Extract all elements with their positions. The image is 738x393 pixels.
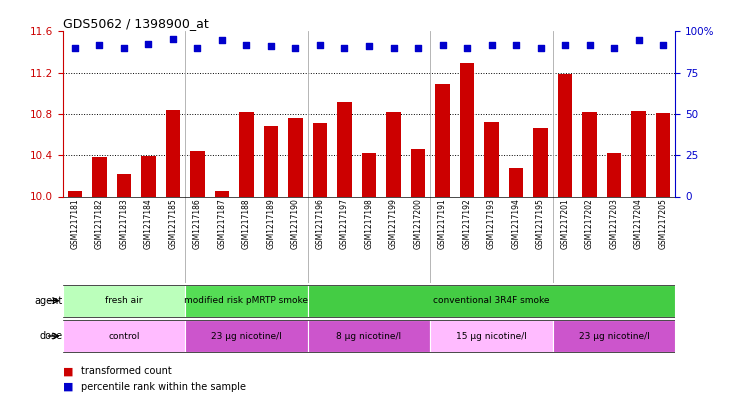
Text: GSM1217191: GSM1217191 bbox=[438, 198, 447, 249]
Point bbox=[534, 45, 546, 51]
Text: ■: ■ bbox=[63, 366, 73, 376]
Bar bbox=[607, 153, 621, 196]
Text: GSM1217181: GSM1217181 bbox=[71, 198, 80, 249]
Point bbox=[412, 45, 424, 51]
Bar bbox=[533, 129, 548, 196]
Text: conventional 3R4F smoke: conventional 3R4F smoke bbox=[433, 296, 550, 305]
Bar bbox=[165, 110, 180, 196]
Bar bbox=[92, 157, 107, 196]
Bar bbox=[337, 101, 352, 196]
Text: GSM1217184: GSM1217184 bbox=[144, 198, 153, 249]
Text: GSM1217195: GSM1217195 bbox=[536, 198, 545, 249]
Bar bbox=[484, 122, 499, 196]
Text: GSM1217192: GSM1217192 bbox=[463, 198, 472, 249]
Point bbox=[363, 43, 375, 49]
Bar bbox=[430, 320, 553, 352]
Bar bbox=[313, 123, 328, 196]
Bar bbox=[582, 112, 597, 196]
Text: GSM1217183: GSM1217183 bbox=[120, 198, 128, 249]
Bar bbox=[263, 127, 278, 196]
Point bbox=[486, 42, 497, 48]
Text: dose: dose bbox=[40, 331, 63, 341]
Point bbox=[632, 37, 644, 43]
Bar bbox=[553, 320, 675, 352]
Bar bbox=[435, 84, 450, 196]
Point bbox=[387, 45, 399, 51]
Point bbox=[94, 42, 106, 48]
Bar bbox=[410, 149, 425, 196]
Bar bbox=[68, 191, 83, 196]
Text: ■: ■ bbox=[63, 382, 73, 392]
Text: GSM1217189: GSM1217189 bbox=[266, 198, 275, 249]
Bar bbox=[288, 118, 303, 196]
Text: GSM1217202: GSM1217202 bbox=[585, 198, 594, 249]
Point bbox=[265, 43, 277, 49]
Text: 23 μg nicotine/l: 23 μg nicotine/l bbox=[211, 332, 282, 340]
Bar bbox=[117, 174, 131, 196]
Point bbox=[559, 42, 571, 48]
Bar bbox=[362, 153, 376, 196]
Text: GSM1217194: GSM1217194 bbox=[511, 198, 520, 249]
Point bbox=[314, 42, 326, 48]
Text: GSM1217201: GSM1217201 bbox=[561, 198, 570, 249]
Text: GDS5062 / 1398900_at: GDS5062 / 1398900_at bbox=[63, 17, 208, 30]
Text: 8 μg nicotine/l: 8 μg nicotine/l bbox=[337, 332, 401, 340]
Point bbox=[510, 42, 522, 48]
Point bbox=[118, 45, 130, 51]
Point bbox=[69, 45, 81, 51]
Bar bbox=[215, 191, 230, 196]
Point bbox=[584, 42, 596, 48]
Bar bbox=[308, 320, 430, 352]
Text: GSM1217196: GSM1217196 bbox=[316, 198, 325, 249]
Point bbox=[142, 41, 154, 47]
Text: GSM1217185: GSM1217185 bbox=[168, 198, 177, 249]
Bar bbox=[63, 285, 185, 317]
Text: fresh air: fresh air bbox=[106, 296, 142, 305]
Text: GSM1217190: GSM1217190 bbox=[291, 198, 300, 249]
Bar bbox=[386, 112, 401, 196]
Point bbox=[339, 45, 351, 51]
Text: GSM1217199: GSM1217199 bbox=[389, 198, 398, 249]
Point bbox=[192, 45, 204, 51]
Text: GSM1217197: GSM1217197 bbox=[340, 198, 349, 249]
Text: GSM1217204: GSM1217204 bbox=[634, 198, 643, 249]
Text: GSM1217193: GSM1217193 bbox=[487, 198, 496, 249]
Point bbox=[216, 37, 228, 43]
Text: GSM1217186: GSM1217186 bbox=[193, 198, 202, 249]
Text: agent: agent bbox=[35, 296, 63, 306]
Bar bbox=[185, 320, 308, 352]
Point bbox=[657, 42, 669, 48]
Text: GSM1217200: GSM1217200 bbox=[413, 198, 422, 249]
Bar bbox=[655, 113, 670, 196]
Text: GSM1217205: GSM1217205 bbox=[658, 198, 667, 249]
Bar bbox=[508, 168, 523, 196]
Bar bbox=[190, 151, 205, 196]
Text: GSM1217198: GSM1217198 bbox=[365, 198, 373, 249]
Point bbox=[608, 45, 620, 51]
Bar bbox=[631, 111, 646, 196]
Bar bbox=[185, 285, 308, 317]
Text: modified risk pMRTP smoke: modified risk pMRTP smoke bbox=[184, 296, 308, 305]
Text: transformed count: transformed count bbox=[81, 366, 172, 376]
Point bbox=[167, 35, 179, 42]
Bar bbox=[460, 63, 475, 196]
Bar bbox=[308, 285, 675, 317]
Point bbox=[289, 45, 301, 51]
Text: GSM1217188: GSM1217188 bbox=[242, 198, 251, 249]
Bar bbox=[141, 156, 156, 196]
Text: GSM1217203: GSM1217203 bbox=[610, 198, 618, 249]
Text: 23 μg nicotine/l: 23 μg nicotine/l bbox=[579, 332, 649, 340]
Text: percentile rank within the sample: percentile rank within the sample bbox=[81, 382, 246, 392]
Bar bbox=[63, 320, 185, 352]
Text: GSM1217182: GSM1217182 bbox=[95, 198, 104, 249]
Bar bbox=[239, 112, 254, 196]
Point bbox=[461, 45, 473, 51]
Bar bbox=[558, 74, 573, 196]
Point bbox=[437, 42, 449, 48]
Text: 15 μg nicotine/l: 15 μg nicotine/l bbox=[456, 332, 527, 340]
Point bbox=[241, 42, 252, 48]
Text: control: control bbox=[108, 332, 139, 340]
Text: GSM1217187: GSM1217187 bbox=[218, 198, 227, 249]
